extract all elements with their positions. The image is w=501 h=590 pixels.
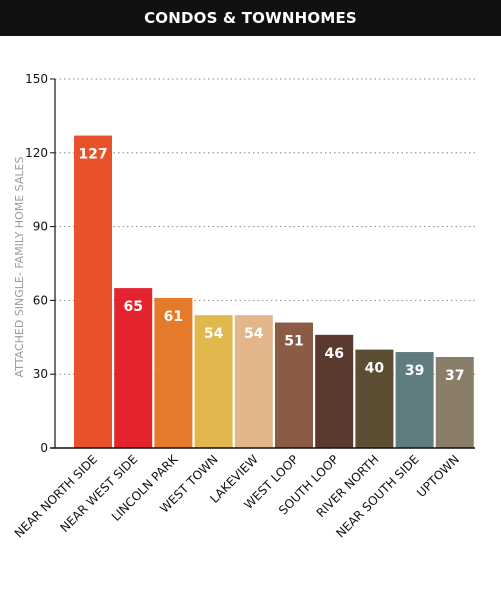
y-tick-label-90: 90 [33,220,48,234]
y-tick-label-60: 60 [33,293,48,307]
data-label-0: 127 [78,147,107,163]
data-label-4: 54 [244,326,264,342]
data-label-8: 39 [405,363,424,379]
y-axis-title: ATTACHED SINGLE- FAMILY HOME SALES [13,157,26,378]
data-label-1: 65 [123,299,142,315]
bar-8 [395,352,434,448]
data-label-5: 51 [284,334,303,350]
bar-5 [275,322,313,448]
data-label-7: 40 [365,361,385,377]
data-label-2: 61 [164,309,183,325]
y-tick-label-30: 30 [33,367,48,381]
data-label-9: 37 [445,368,464,384]
bar-9 [435,356,474,448]
bar-6 [315,334,354,448]
y-tick-label-150: 150 [25,72,48,86]
data-label-6: 46 [324,346,343,362]
bar-2 [154,297,193,448]
bar-4 [234,315,273,448]
chart-title: CONDOS & TOWNHOMES [144,9,357,27]
bar-0 [74,135,112,448]
bar-3 [194,315,233,448]
data-label-3: 54 [204,326,224,342]
title-bar: CONDOS & TOWNHOMES [0,0,501,36]
bar-1 [114,288,153,448]
bar-7 [355,349,394,448]
category-label-9: UPTOWN [414,452,462,500]
y-tick-label-120: 120 [25,146,48,160]
y-tick-label-0: 0 [40,441,48,455]
